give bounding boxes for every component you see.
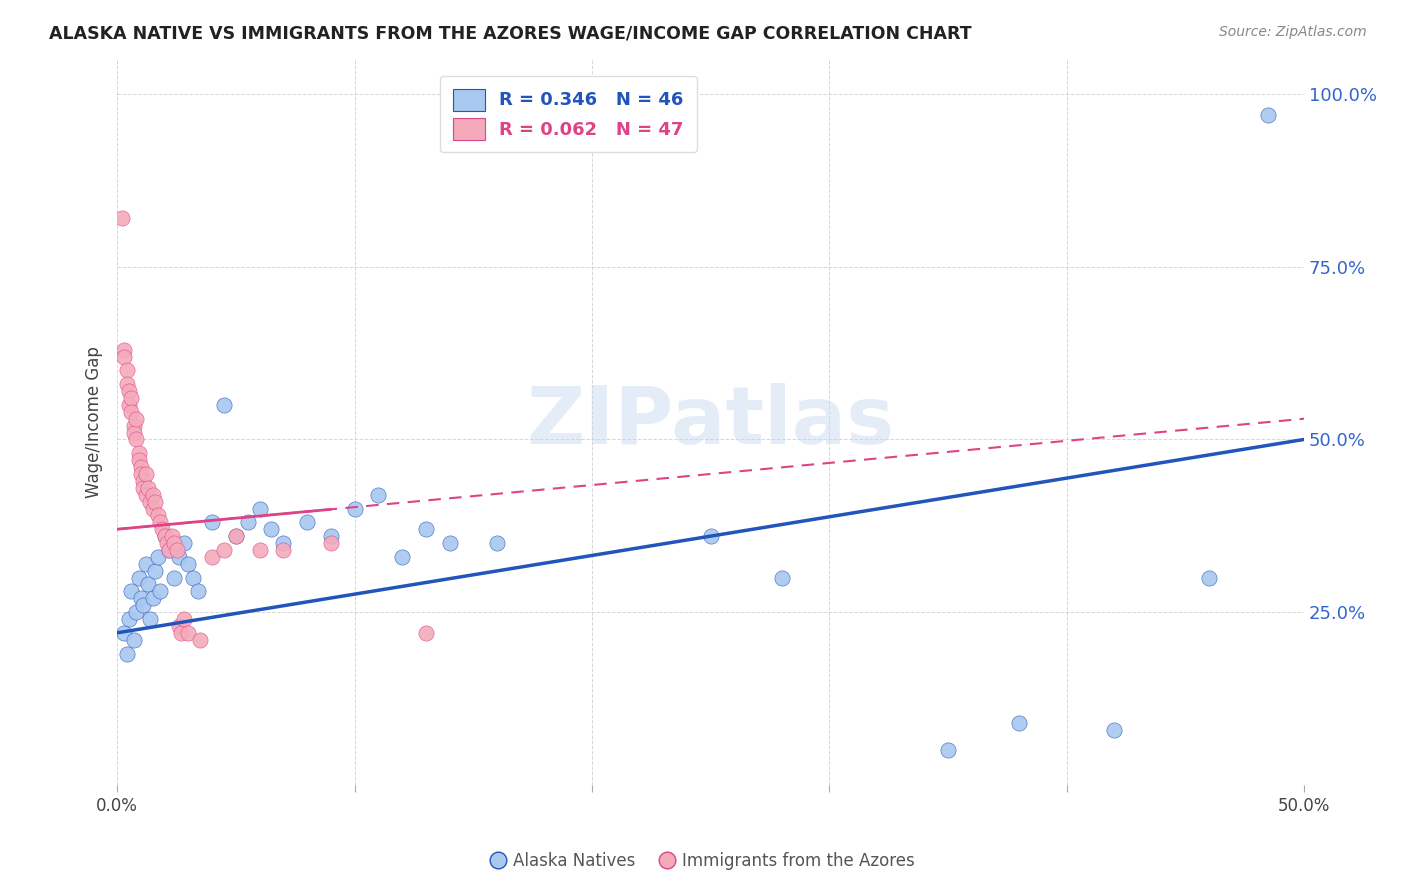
Point	[1257, 108, 1279, 122]
Point	[128, 570, 150, 584]
Point	[249, 543, 271, 558]
Point	[319, 536, 342, 550]
Point	[163, 570, 186, 584]
Point	[225, 529, 247, 543]
Text: ZIPatlas: ZIPatlas	[526, 384, 894, 461]
Point	[157, 543, 180, 558]
Point	[1102, 723, 1125, 737]
Point	[167, 619, 190, 633]
Point	[115, 377, 138, 392]
Point	[120, 391, 142, 405]
Point	[143, 564, 166, 578]
Point	[153, 529, 176, 543]
Point	[115, 647, 138, 661]
Point	[212, 543, 235, 558]
Point	[149, 516, 172, 530]
Point	[142, 488, 165, 502]
Point	[135, 488, 157, 502]
Point	[132, 481, 155, 495]
Point	[936, 743, 959, 757]
Point	[273, 543, 295, 558]
Point	[118, 398, 141, 412]
Y-axis label: Wage/Income Gap: Wage/Income Gap	[86, 346, 103, 498]
Point	[111, 211, 134, 226]
Point	[118, 612, 141, 626]
Point	[112, 350, 135, 364]
Point	[112, 343, 135, 357]
Point	[249, 501, 271, 516]
Point	[439, 536, 461, 550]
Point	[201, 549, 224, 564]
Point	[125, 433, 148, 447]
Point	[273, 536, 295, 550]
Point	[142, 591, 165, 606]
Point	[125, 605, 148, 619]
Point	[156, 536, 179, 550]
Point	[1198, 570, 1220, 584]
Point	[120, 584, 142, 599]
Point	[163, 536, 186, 550]
Point	[212, 398, 235, 412]
Point	[225, 529, 247, 543]
Point	[770, 570, 793, 584]
Point	[167, 549, 190, 564]
Point	[125, 411, 148, 425]
Point	[136, 577, 159, 591]
Text: ALASKA NATIVE VS IMMIGRANTS FROM THE AZORES WAGE/INCOME GAP CORRELATION CHART: ALASKA NATIVE VS IMMIGRANTS FROM THE AZO…	[49, 25, 972, 43]
Legend: Alaska Natives, Immigrants from the Azores: Alaska Natives, Immigrants from the Azor…	[485, 846, 921, 877]
Point	[129, 591, 152, 606]
Point	[485, 536, 508, 550]
Point	[177, 557, 200, 571]
Point	[122, 418, 145, 433]
Point	[129, 460, 152, 475]
Point	[115, 363, 138, 377]
Point	[136, 481, 159, 495]
Point	[135, 467, 157, 481]
Point	[188, 632, 211, 647]
Point	[181, 570, 204, 584]
Point	[699, 529, 721, 543]
Point	[343, 501, 366, 516]
Point	[150, 522, 173, 536]
Point	[391, 549, 413, 564]
Point	[236, 516, 259, 530]
Point	[157, 543, 180, 558]
Point	[128, 453, 150, 467]
Point	[122, 425, 145, 440]
Point	[173, 536, 195, 550]
Point	[177, 625, 200, 640]
Point	[260, 522, 283, 536]
Point	[1008, 715, 1031, 730]
Point	[146, 508, 169, 523]
Point	[122, 632, 145, 647]
Text: Source: ZipAtlas.com: Source: ZipAtlas.com	[1219, 25, 1367, 39]
Point	[132, 474, 155, 488]
Point	[173, 612, 195, 626]
Point	[415, 625, 437, 640]
Point	[166, 543, 188, 558]
Point	[112, 625, 135, 640]
Point	[160, 529, 183, 543]
Point	[120, 405, 142, 419]
Point	[201, 516, 224, 530]
Legend: R = 0.346   N = 46, R = 0.062   N = 47: R = 0.346 N = 46, R = 0.062 N = 47	[440, 76, 696, 153]
Point	[367, 488, 389, 502]
Point	[319, 529, 342, 543]
Point	[170, 625, 193, 640]
Point	[128, 446, 150, 460]
Point	[142, 501, 165, 516]
Point	[129, 467, 152, 481]
Point	[187, 584, 209, 599]
Point	[139, 494, 162, 508]
Point	[132, 598, 155, 612]
Point	[143, 494, 166, 508]
Point	[149, 584, 172, 599]
Point	[295, 516, 318, 530]
Point	[118, 384, 141, 398]
Point	[415, 522, 437, 536]
Point	[139, 612, 162, 626]
Point	[153, 529, 176, 543]
Point	[135, 557, 157, 571]
Point	[146, 549, 169, 564]
